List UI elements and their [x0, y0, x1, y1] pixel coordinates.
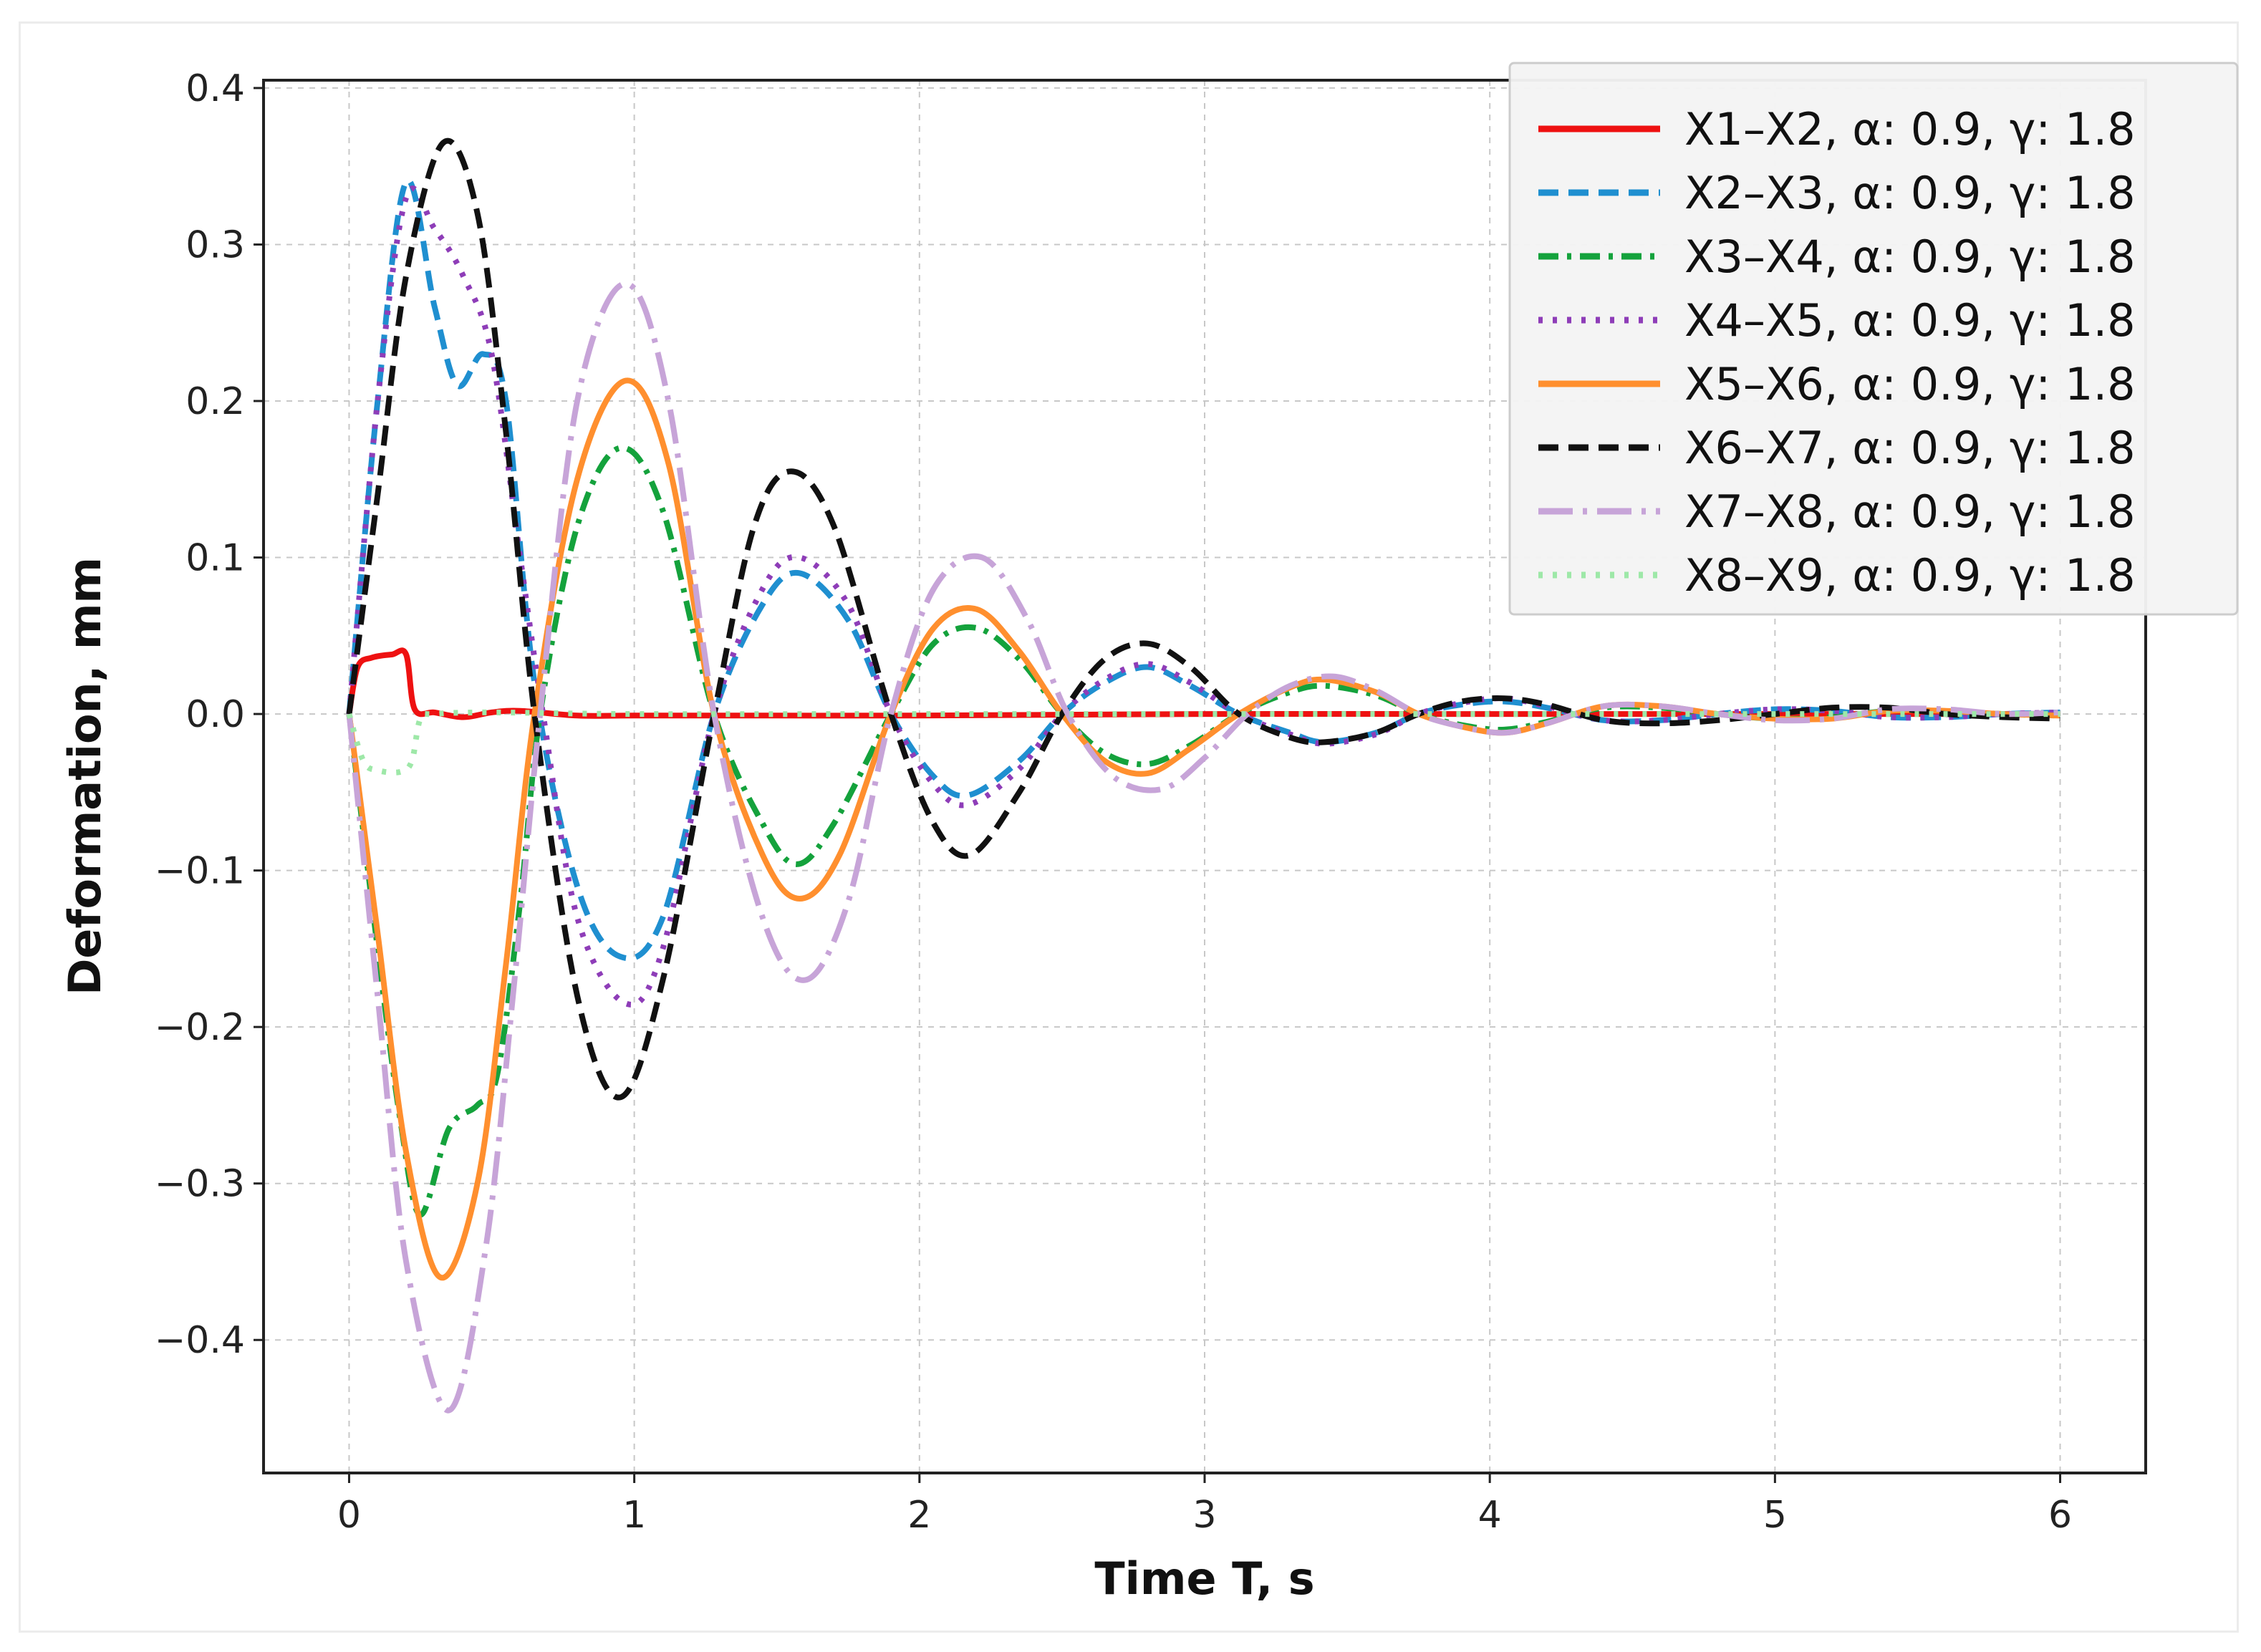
y-tick-label: −0.2	[155, 1006, 245, 1049]
x-tick-label: 1	[622, 1494, 646, 1537]
x-tick-label: 0	[337, 1494, 361, 1537]
x-tick-label: 5	[1763, 1494, 1787, 1537]
y-tick-label: 0.2	[185, 380, 245, 423]
series-lines	[346, 137, 2060, 1414]
y-tick-label: 0.4	[185, 67, 245, 110]
legend-entry: X5–X6, α: 0.9, γ: 1.8	[1684, 358, 2136, 410]
legend-box	[1508, 62, 2239, 616]
y-tick-label: 0.0	[185, 693, 245, 736]
x-axis-label: Time T, s	[1094, 1552, 1314, 1605]
x-tick-label: 2	[907, 1494, 931, 1537]
y-tick-label: 0.3	[185, 223, 245, 266]
axis-ticks: 0 1 2 3 4 5 6 −0.4 −0.3 −0.2 −0.1 0.0 0.1 0.2 0.3 0.4	[155, 67, 2072, 1537]
legend-entry: X8–X9, α: 0.9, γ: 1.8	[1684, 549, 2136, 602]
series-line-8	[346, 709, 2060, 776]
x-tick-label: 6	[2048, 1494, 2072, 1537]
x-tick-label: 3	[1192, 1494, 1216, 1537]
legend-entry: X3–X4, α: 0.9, γ: 1.8	[1684, 231, 2136, 283]
legend-entry: X4–X5, α: 0.9, γ: 1.8	[1684, 294, 2136, 347]
x-tick-label: 4	[1478, 1494, 1502, 1537]
y-tick-label: −0.4	[155, 1319, 245, 1362]
y-tick-label: −0.1	[155, 850, 245, 893]
legend-entry: X6–X7, α: 0.9, γ: 1.8	[1684, 422, 2136, 474]
grid	[264, 80, 2146, 1473]
y-tick-label: −0.3	[155, 1163, 245, 1206]
series-line-6	[346, 137, 2060, 1101]
legend-entry: X7–X8, α: 0.9, γ: 1.8	[1684, 486, 2136, 538]
y-axis-label: Deformation, mm	[59, 557, 111, 995]
legend: X1–X2, α: 0.9, γ: 1.8 X2–X3, α: 0.9, γ: 1…	[1508, 62, 2239, 616]
series-line-7	[346, 281, 2060, 1414]
y-tick-label: 0.1	[185, 537, 245, 580]
legend-entry: X2–X3, α: 0.9, γ: 1.8	[1684, 167, 2136, 219]
legend-entry: X1–X2, α: 0.9, γ: 1.8	[1684, 103, 2136, 155]
